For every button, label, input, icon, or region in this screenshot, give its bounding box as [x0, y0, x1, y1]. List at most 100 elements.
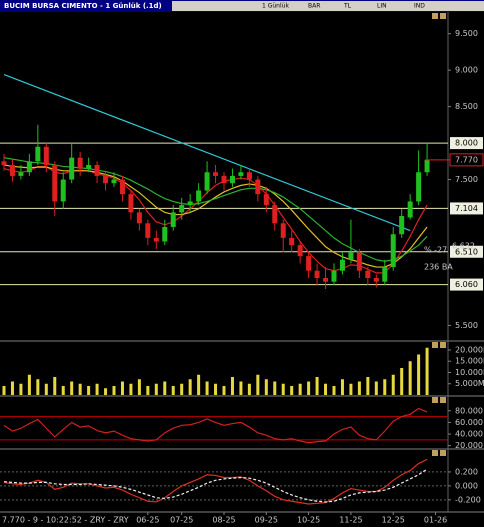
toolbar-item[interactable]: TL — [343, 3, 352, 10]
volume-bar — [154, 383, 158, 395]
y-tick-label: 20.000 — [455, 441, 483, 450]
level-label: 6.510 — [455, 247, 478, 256]
candle-body — [314, 270, 320, 279]
volume-bar — [137, 379, 141, 395]
series-line — [3, 164, 428, 268]
candle-body — [407, 201, 413, 218]
y-tick-label: 8.500 — [455, 102, 478, 111]
panel-button[interactable] — [432, 13, 438, 19]
candle-body — [179, 205, 185, 213]
volume-bar — [87, 385, 91, 395]
x-tick-label: 07-25 — [170, 516, 193, 525]
y-tick-label: 9.500 — [455, 29, 478, 38]
toolbar-item[interactable]: 1 Günlük — [262, 3, 289, 10]
y-tick-label: 80.000 — [455, 406, 483, 415]
panel-button[interactable] — [440, 450, 446, 456]
volume-bar — [273, 381, 277, 395]
x-tick-label: 10-25 — [297, 516, 320, 525]
panel-button[interactable] — [440, 397, 446, 403]
candle-body — [153, 237, 159, 242]
toolbar-item[interactable]: LIN — [377, 3, 387, 10]
volume-bar — [78, 383, 82, 395]
x-tick-label: 09-25 — [255, 516, 278, 525]
panel-button[interactable] — [440, 13, 446, 19]
level-label-box — [450, 245, 483, 258]
candle-body — [238, 172, 244, 176]
x-tick-label: 08-25 — [212, 516, 235, 525]
volume-bar — [188, 379, 192, 395]
candle-body — [229, 175, 235, 184]
panel-button[interactable] — [440, 342, 446, 348]
y-tick-label: 40.000 — [455, 430, 483, 439]
candle-body — [339, 259, 345, 271]
candle-body — [18, 172, 24, 176]
volume-bar — [230, 376, 234, 395]
volume-bar — [256, 374, 260, 395]
x-tick-label: 12-25 — [382, 516, 405, 525]
window-title: BUCIM BURSA CIMENTO - 1 Günlük (.1d) — [4, 2, 162, 10]
candle-body — [145, 223, 151, 238]
toolbar-item[interactable]: BAR — [308, 3, 320, 10]
candle-body — [103, 175, 109, 184]
level-label-box — [450, 278, 483, 291]
y-tick-label: 5.000M — [455, 379, 484, 388]
candle-body — [35, 146, 41, 162]
candle-body — [365, 270, 371, 279]
volume-bar — [247, 383, 251, 395]
y-tick-label: 0.000 — [455, 481, 478, 490]
volume-bar — [53, 376, 57, 395]
note: % -27 — [424, 246, 447, 255]
candle-body — [196, 190, 202, 202]
series-line — [3, 407, 428, 444]
volume-bar — [307, 381, 311, 395]
volume-bar — [391, 374, 395, 395]
candle-body — [26, 161, 32, 173]
candle-body — [306, 256, 312, 271]
volume-bar — [383, 379, 387, 395]
y-tick-label: 60.000 — [455, 418, 483, 427]
x-tick-label: 11-25 — [339, 516, 362, 525]
candle-body — [77, 157, 83, 169]
candle-body — [221, 175, 227, 184]
x-tick-label: 06-25 — [136, 516, 159, 525]
candle-body — [272, 205, 278, 224]
candle-body — [297, 245, 303, 257]
candle-body — [136, 212, 142, 224]
y-tick-label: 5.500 — [455, 321, 478, 330]
volume-bar — [214, 383, 218, 395]
volume-bar — [180, 383, 184, 395]
candle-body — [255, 179, 261, 195]
volume-bar — [425, 347, 429, 395]
y-tick-label: 15.000M — [455, 357, 484, 366]
volume-bar — [2, 385, 6, 395]
candle-body — [331, 270, 337, 282]
panel-button[interactable] — [432, 450, 438, 456]
panel-button[interactable] — [432, 397, 438, 403]
volume-bar — [44, 383, 48, 395]
volume-bar — [163, 381, 167, 395]
volume-bar — [366, 376, 370, 395]
candle-body — [43, 146, 49, 165]
volume-bar — [417, 354, 421, 395]
trend-line — [3, 73, 411, 232]
volume-bar — [374, 381, 378, 395]
candle-body — [390, 234, 396, 268]
volume-bar — [408, 361, 412, 395]
level-label: 6.060 — [455, 280, 478, 289]
level-label: 8.000 — [455, 139, 478, 148]
volume-bar — [19, 383, 23, 395]
volume-bar — [400, 367, 404, 395]
volume-bar — [36, 379, 40, 395]
last-price-box — [449, 153, 484, 167]
candle-body — [382, 267, 388, 282]
level-label: 7.104 — [455, 204, 478, 213]
volume-bar — [349, 383, 353, 395]
volume-bar — [324, 383, 328, 395]
panel-button[interactable] — [432, 342, 438, 348]
volume-bar — [298, 383, 302, 395]
toolbar-item[interactable]: IND — [414, 3, 425, 10]
candle-body — [69, 157, 75, 180]
candle-body — [52, 164, 58, 202]
candle-body — [119, 179, 125, 195]
volume-bar — [315, 376, 319, 395]
